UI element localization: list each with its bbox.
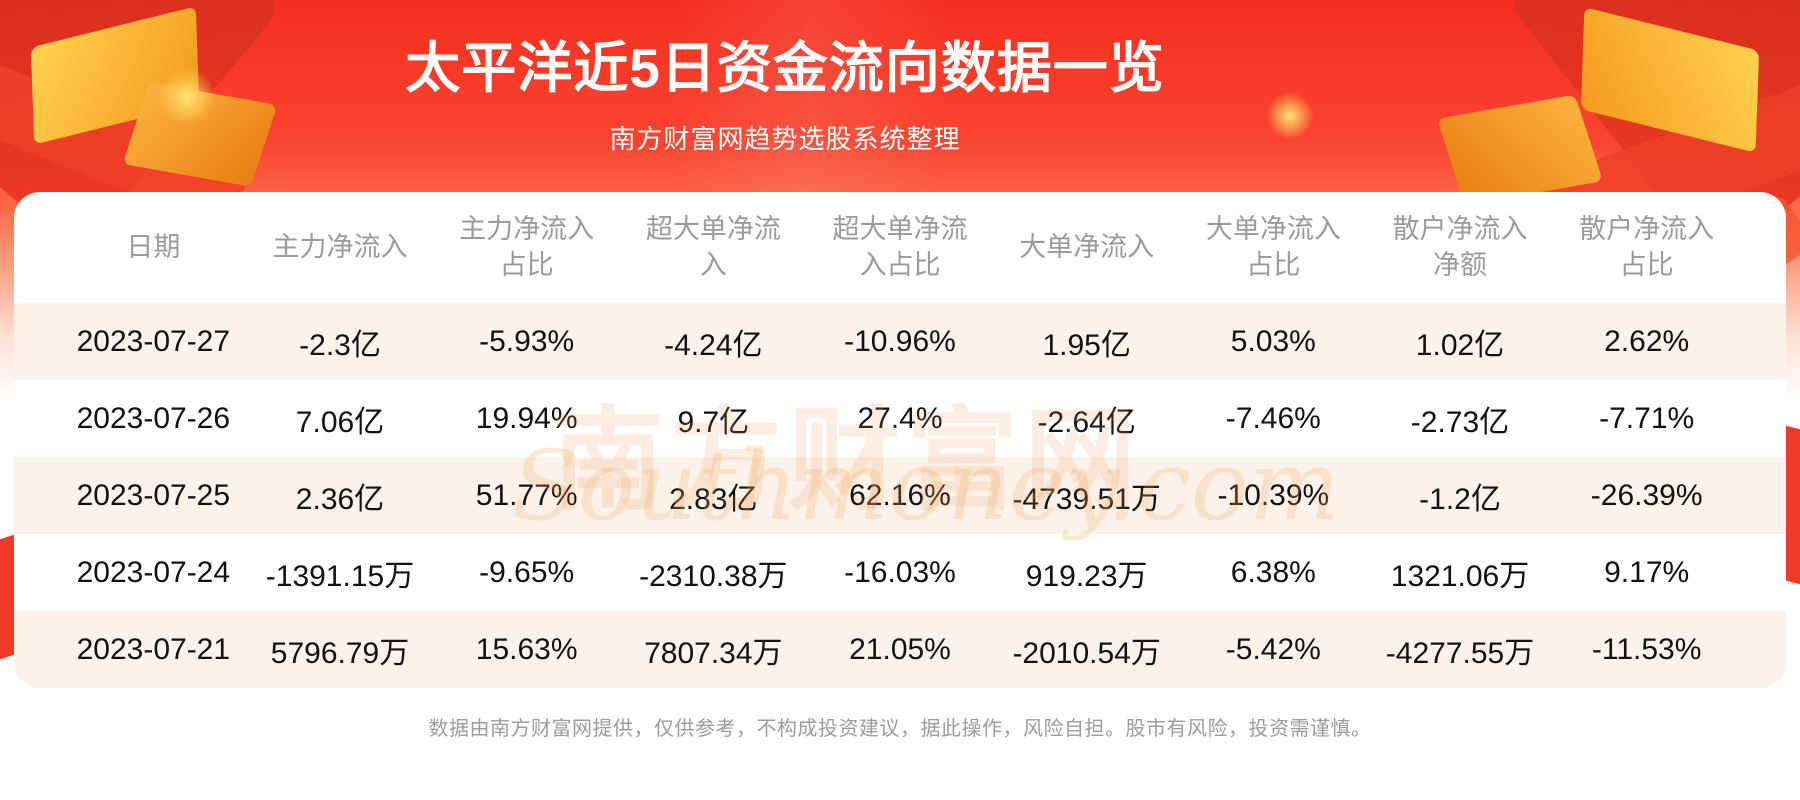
- table-cell-date: 2023-07-25: [76, 478, 231, 512]
- table-cell: -2310.38万: [639, 559, 788, 593]
- table-cell: 15.63%: [475, 632, 578, 666]
- table-cell: 5.03%: [1230, 324, 1316, 358]
- table-row: 2023-07-24 -1391.15万 -9.65% -2310.38万 -1…: [14, 534, 1786, 611]
- table-cell: 6.38%: [1230, 555, 1316, 589]
- table-cell: -11.53%: [1591, 632, 1702, 666]
- page-subtitle: 南方财富网趋势选股系统整理: [609, 123, 961, 154]
- table-cell: -16.03%: [844, 555, 956, 589]
- column-header-retail-net-inflow: 散户净流入净额: [1392, 214, 1528, 280]
- column-header-retail-net-inflow-ratio: 散户净流入占比: [1579, 214, 1715, 280]
- table-cell: 7.06亿: [295, 405, 385, 439]
- table-cell: -9.65%: [479, 555, 575, 589]
- table-cell: -10.96%: [844, 324, 956, 358]
- disclaimer-text: 数据由南方财富网提供，仅供参考，不构成投资建议，据此操作，风险自担。股市有风险，…: [428, 718, 1372, 740]
- table-cell: -2010.54万: [1012, 636, 1161, 670]
- table-cell: -7.71%: [1599, 401, 1695, 435]
- table-cell: 1321.06万: [1390, 559, 1530, 593]
- table-cell: -26.39%: [1590, 478, 1703, 512]
- table-cell: -2.64亿: [1037, 405, 1136, 439]
- table-row: 2023-07-25 2.36亿 51.77% 2.83亿 62.16% -47…: [14, 457, 1786, 534]
- table-cell: 19.94%: [475, 401, 578, 435]
- table-cell: -5.42%: [1225, 632, 1321, 666]
- table-cell: 1.95亿: [1042, 328, 1131, 362]
- table-cell: 1.02亿: [1415, 328, 1505, 362]
- table-cell: 51.77%: [475, 478, 578, 512]
- table-cell: -1.2亿: [1419, 482, 1501, 516]
- column-header-xl-order-net-inflow-ratio: 超大单净流入占比: [832, 214, 968, 280]
- table-cell: -2.73亿: [1410, 405, 1510, 439]
- left-glow-dot: [158, 68, 216, 126]
- right-glow-dot: [1266, 92, 1314, 140]
- table-cell: 27.4%: [857, 401, 943, 435]
- table-cell: 9.17%: [1604, 555, 1690, 589]
- table-cell: -4277.55万: [1385, 636, 1535, 670]
- table-header-row: 日期 主力净流入 主力净流入占比 超大单净流入 超大单净流入占比 大单净流入 大…: [14, 192, 1786, 303]
- table-cell-date: 2023-07-24: [76, 555, 231, 589]
- table-cell: -4739.51万: [1012, 482, 1161, 516]
- banner: 太平洋近5日资金流向数据一览 南方财富网趋势选股系统整理: [0, 38, 1570, 156]
- table-cell-date: 2023-07-21: [76, 632, 231, 666]
- table-cell: 919.23万: [1025, 559, 1148, 593]
- table-cell: -2.3亿: [299, 328, 381, 362]
- table-cell: 2.62%: [1604, 324, 1690, 358]
- table-cell: 21.05%: [849, 632, 951, 666]
- table-cell: -10.39%: [1217, 478, 1330, 512]
- table-cell: -7.46%: [1225, 401, 1321, 435]
- table-cell-date: 2023-07-27: [76, 324, 231, 358]
- table-cell-date: 2023-07-26: [76, 401, 231, 435]
- table-row: 2023-07-26 7.06亿 19.94% 9.7亿 27.4% -2.64…: [14, 380, 1786, 457]
- table-row: 2023-07-27 -2.3亿 -5.93% -4.24亿 -10.96% 1…: [14, 303, 1786, 380]
- column-header-xl-order-net-inflow: 超大单净流入: [645, 214, 781, 280]
- column-header-main-net-inflow: 主力净流入: [272, 231, 408, 262]
- table-cell: 2.36亿: [295, 482, 385, 516]
- table-cell: -4.24亿: [664, 328, 763, 362]
- table-cell: 2.83亿: [669, 482, 758, 516]
- column-header-large-order-net-inflow: 大单净流入: [1019, 231, 1155, 262]
- table-row: 2023-07-21 5796.79万 15.63% 7807.34万 21.0…: [14, 611, 1786, 688]
- table-cell: 7807.34万: [644, 636, 783, 670]
- table-cell: 5796.79万: [270, 636, 410, 670]
- table-cell: 9.7亿: [677, 405, 750, 439]
- column-header-date: 日期: [126, 231, 181, 262]
- table-cell: 62.16%: [849, 478, 951, 512]
- table-cell: -5.93%: [479, 324, 575, 358]
- column-header-main-net-inflow-ratio: 主力净流入占比: [459, 214, 595, 280]
- fund-flow-table-card: 日期 主力净流入 主力净流入占比 超大单净流入 超大单净流入占比 大单净流入 大…: [14, 192, 1786, 688]
- table-cell: -1391.15万: [265, 559, 415, 593]
- column-header-large-order-net-inflow-ratio: 大单净流入占比: [1205, 214, 1341, 280]
- page-title: 太平洋近5日资金流向数据一览: [405, 37, 1165, 99]
